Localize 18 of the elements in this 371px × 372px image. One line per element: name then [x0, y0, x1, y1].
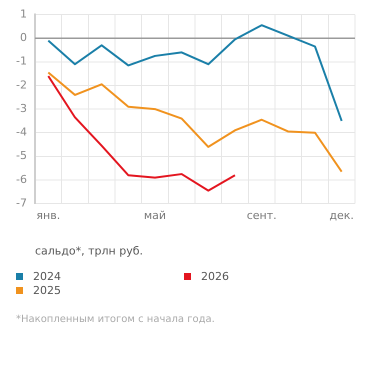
y-tick-label: -7: [16, 196, 27, 210]
y-tick-label: -6: [16, 172, 27, 186]
y-tick-label: -2: [16, 78, 27, 92]
legend-label: 2026: [201, 270, 229, 283]
y-tick-label: 0: [20, 31, 27, 44]
legend-label: 2024: [33, 270, 61, 283]
x-axis-title: сальдо*, трлн руб.: [34, 244, 143, 258]
y-tick-label: 1: [20, 7, 27, 20]
y-tick-label: -4: [16, 126, 27, 139]
y-tick-label: -3: [16, 102, 27, 115]
x-tick-label: сент.: [246, 209, 277, 222]
legend-label: 2025: [33, 284, 61, 297]
text: *Накопленным итогом с начала года.: [16, 314, 215, 325]
y-tick-label: -1: [16, 54, 27, 68]
x-tick-label: дек.: [329, 209, 354, 222]
y-tick-label: -5: [16, 149, 27, 162]
x-tick-label: май: [144, 209, 166, 222]
x-tick-label: янв.: [36, 209, 60, 222]
